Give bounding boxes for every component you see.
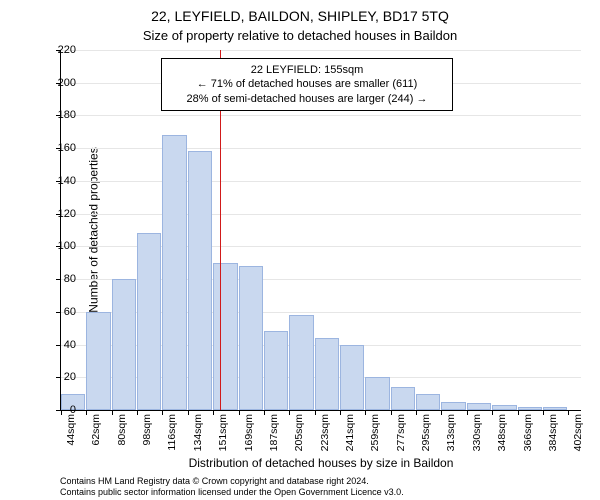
x-tick-label: 223sqm <box>319 414 331 451</box>
gridline <box>61 181 581 182</box>
histogram-bar <box>112 279 136 410</box>
x-tick-label: 187sqm <box>268 414 280 451</box>
x-tick-label: 330sqm <box>471 414 483 451</box>
y-tick-label: 140 <box>46 175 76 187</box>
x-tick-mark <box>340 410 341 415</box>
x-tick-label: 348sqm <box>496 414 508 451</box>
y-tick-label: 200 <box>46 77 76 89</box>
gridline <box>61 148 581 149</box>
x-tick-label: 169sqm <box>243 414 255 451</box>
x-tick-label: 80sqm <box>116 414 128 446</box>
histogram-bar <box>213 263 237 410</box>
x-tick-label: 98sqm <box>141 414 153 446</box>
x-tick-mark <box>86 410 87 415</box>
y-tick-label: 80 <box>46 273 76 285</box>
y-axis-title: Number of detached properties <box>87 147 101 312</box>
x-tick-label: 116sqm <box>166 414 178 451</box>
y-tick-label: 40 <box>46 339 76 351</box>
x-tick-mark <box>441 410 442 415</box>
annotation-line1: 22 LEYFIELD: 155sqm <box>168 63 446 77</box>
x-axis-title: Distribution of detached houses by size … <box>61 456 581 470</box>
footer: Contains HM Land Registry data © Crown c… <box>60 476 580 499</box>
x-tick-mark <box>543 410 544 415</box>
y-tick-label: 60 <box>46 306 76 318</box>
histogram-bar <box>416 394 440 410</box>
annotation-line3: 28% of semi-detached houses are larger (… <box>168 92 446 106</box>
histogram-bar <box>137 233 161 410</box>
y-tick-label: 220 <box>46 44 76 56</box>
x-tick-label: 313sqm <box>445 414 457 451</box>
x-tick-label: 295sqm <box>420 414 432 451</box>
x-tick-mark <box>365 410 366 415</box>
y-tick-label: 160 <box>46 142 76 154</box>
histogram-bar <box>162 135 186 410</box>
y-tick-label: 20 <box>46 371 76 383</box>
title-subtitle: Size of property relative to detached ho… <box>0 28 600 43</box>
histogram-bar <box>188 151 212 410</box>
x-tick-mark <box>239 410 240 415</box>
y-tick-label: 180 <box>46 109 76 121</box>
histogram-bar <box>467 403 491 410</box>
x-tick-mark <box>112 410 113 415</box>
gridline <box>61 214 581 215</box>
x-tick-label: 44sqm <box>65 414 77 446</box>
x-tick-mark <box>492 410 493 415</box>
y-tick-label: 0 <box>46 404 76 416</box>
histogram-bar <box>492 405 516 410</box>
x-tick-mark <box>416 410 417 415</box>
footer-line1: Contains HM Land Registry data © Crown c… <box>60 476 580 487</box>
histogram-bar <box>315 338 339 410</box>
x-tick-mark <box>467 410 468 415</box>
x-tick-mark <box>289 410 290 415</box>
histogram-bar <box>239 266 263 410</box>
x-tick-mark <box>213 410 214 415</box>
histogram-bar <box>518 407 542 410</box>
plot-area: Number of detached properties Distributi… <box>60 50 581 411</box>
histogram-bar <box>289 315 313 410</box>
x-tick-label: 366sqm <box>522 414 534 451</box>
x-tick-label: 277sqm <box>395 414 407 451</box>
histogram-bar <box>86 312 110 410</box>
title-address: 22, LEYFIELD, BAILDON, SHIPLEY, BD17 5TQ <box>0 8 600 24</box>
histogram-bar <box>365 377 389 410</box>
annotation-box: 22 LEYFIELD: 155sqm ← 71% of detached ho… <box>161 58 453 111</box>
x-tick-label: 259sqm <box>369 414 381 451</box>
histogram-bar <box>441 402 465 410</box>
footer-line2: Contains public sector information licen… <box>60 487 580 498</box>
x-tick-label: 402sqm <box>572 414 584 451</box>
y-tick-label: 100 <box>46 240 76 252</box>
histogram-bar <box>543 407 567 410</box>
histogram-bar <box>391 387 415 410</box>
y-tick-label: 120 <box>46 208 76 220</box>
x-tick-label: 241sqm <box>344 414 356 451</box>
histogram-bar <box>264 331 288 410</box>
x-tick-mark <box>188 410 189 415</box>
x-tick-label: 62sqm <box>90 414 102 446</box>
x-tick-label: 151sqm <box>217 414 229 451</box>
x-tick-mark <box>137 410 138 415</box>
gridline <box>61 50 581 51</box>
annotation-line2: ← 71% of detached houses are smaller (61… <box>168 77 446 91</box>
x-tick-label: 205sqm <box>293 414 305 451</box>
x-tick-mark <box>568 410 569 415</box>
histogram-bar <box>340 345 364 410</box>
gridline <box>61 115 581 116</box>
chart-container: 22, LEYFIELD, BAILDON, SHIPLEY, BD17 5TQ… <box>0 0 600 500</box>
x-tick-mark <box>264 410 265 415</box>
x-tick-label: 134sqm <box>192 414 204 451</box>
x-tick-label: 384sqm <box>547 414 559 451</box>
x-tick-mark <box>518 410 519 415</box>
x-tick-mark <box>391 410 392 415</box>
x-tick-mark <box>162 410 163 415</box>
x-tick-mark <box>315 410 316 415</box>
